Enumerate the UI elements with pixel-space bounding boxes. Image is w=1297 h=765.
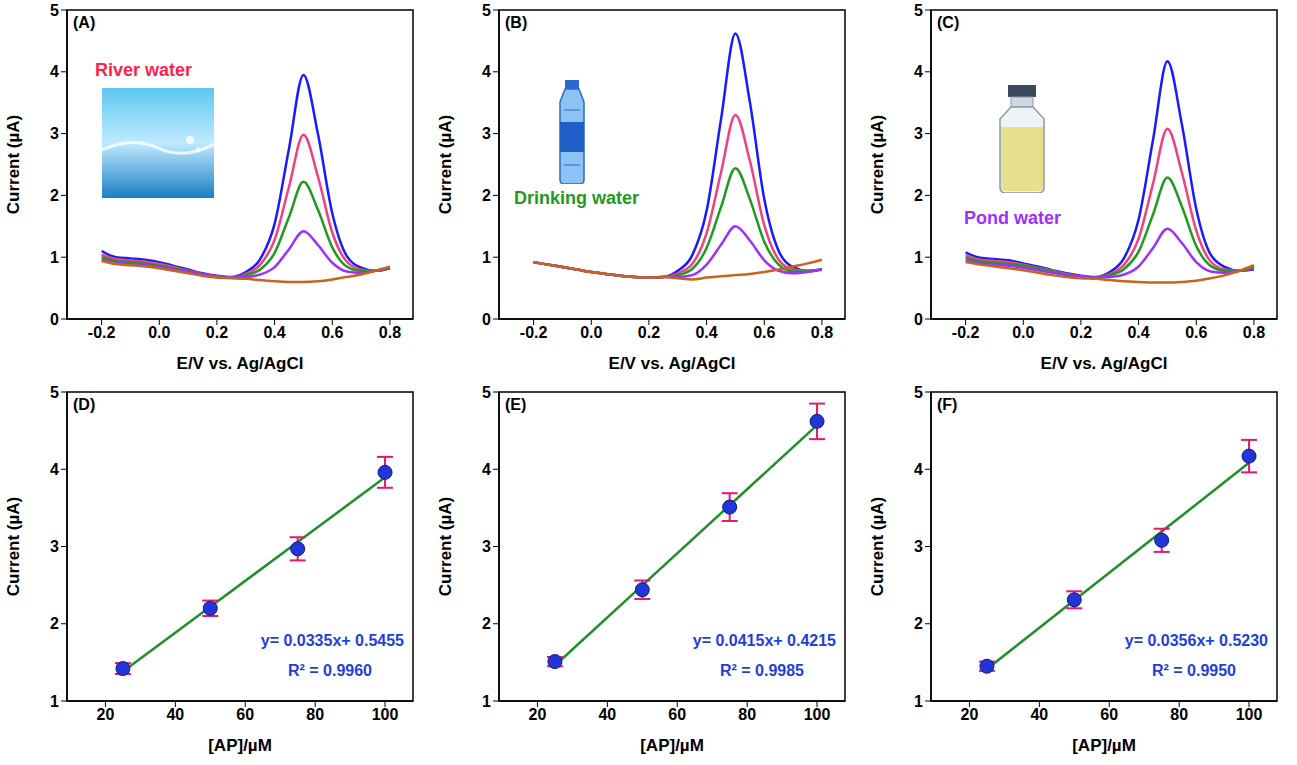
svg-text:20: 20 [97,706,115,723]
svg-text:0.6: 0.6 [1185,324,1207,341]
svg-text:0.6: 0.6 [753,324,775,341]
svg-text:80: 80 [1170,706,1188,723]
svg-text:-0.2: -0.2 [520,324,548,341]
svg-text:100: 100 [372,706,399,723]
html-text:(E): (E) [505,396,527,413]
svg-text:40: 40 [166,706,184,723]
svg-text:3: 3 [482,125,491,142]
html-text:(C): (C) [937,14,960,31]
svg-text:0.8: 0.8 [379,324,401,341]
svg-text:0.4: 0.4 [1127,324,1149,341]
svg-text:0.0: 0.0 [1012,324,1034,341]
svg-text:0.8: 0.8 [1243,324,1265,341]
svg-text:-0.2: -0.2 [88,324,116,341]
svg-text:0.6: 0.6 [321,324,343,341]
html-text:y= 0.0356x+ 0.5230: y= 0.0356x+ 0.5230 [1124,632,1268,649]
svg-text:3: 3 [50,538,59,555]
svg-text:E/V vs. Ag/AgCl: E/V vs. Ag/AgCl [609,354,736,373]
svg-text:0.4: 0.4 [695,324,717,341]
svg-text:100: 100 [1236,706,1263,723]
svg-text:2: 2 [482,615,491,632]
svg-text:3: 3 [914,538,923,555]
svg-text:Current (µA): Current (µA) [4,497,23,597]
svg-text:1: 1 [914,693,923,710]
svg-text:20: 20 [529,706,547,723]
svg-text:4: 4 [50,63,59,80]
svg-text:[AP]/µM: [AP]/µM [1072,736,1136,755]
svg-text:60: 60 [668,706,686,723]
svg-text:5: 5 [50,2,59,19]
html-text:Drinking water: Drinking water [514,188,639,208]
svg-text:0.2: 0.2 [206,324,228,341]
svg-text:2: 2 [914,615,923,632]
svg-text:2: 2 [50,615,59,632]
svg-text:0.0: 0.0 [580,324,602,341]
svg-text:5: 5 [482,384,491,401]
html-text:R² = 0.9950: R² = 0.9950 [1151,662,1236,679]
svg-text:20: 20 [961,706,979,723]
html-text:(F): (F) [937,396,958,413]
svg-text:4: 4 [50,461,59,478]
html-text:(B): (B) [505,14,528,31]
svg-text:Current (µA): Current (µA) [868,115,887,215]
svg-text:60: 60 [1100,706,1118,723]
svg-text:0.0: 0.0 [148,324,170,341]
svg-text:1: 1 [482,693,491,710]
svg-text:0: 0 [482,311,491,328]
html-text:R² = 0.9960: R² = 0.9960 [287,662,372,679]
svg-text:2: 2 [482,187,491,204]
svg-text:5: 5 [50,384,59,401]
svg-text:4: 4 [914,63,923,80]
svg-text:E/V vs. Ag/AgCl: E/V vs. Ag/AgCl [1041,354,1168,373]
svg-text:40: 40 [598,706,616,723]
svg-text:60: 60 [236,706,254,723]
svg-text:0: 0 [50,311,59,328]
html-text:River water: River water [95,60,193,80]
svg-text:80: 80 [738,706,756,723]
html-text:Pond water: Pond water [964,208,1061,228]
svg-text:1: 1 [482,249,491,266]
svg-text:5: 5 [482,2,491,19]
html-text:(D): (D) [73,396,96,413]
svg-text:E/V vs. Ag/AgCl: E/V vs. Ag/AgCl [177,354,304,373]
html-text:y= 0.0335x+ 0.5455: y= 0.0335x+ 0.5455 [260,632,404,649]
svg-text:4: 4 [914,461,923,478]
svg-text:1: 1 [50,249,59,266]
svg-text:40: 40 [1030,706,1048,723]
svg-text:1: 1 [50,693,59,710]
svg-text:[AP]/µM: [AP]/µM [208,736,272,755]
svg-text:0: 0 [914,311,923,328]
html-text:R² = 0.9985: R² = 0.9985 [719,662,804,679]
svg-text:4: 4 [482,461,491,478]
svg-text:3: 3 [50,125,59,142]
svg-text:Current (µA): Current (µA) [436,115,455,215]
svg-text:5: 5 [914,384,923,401]
svg-text:5: 5 [914,2,923,19]
svg-text:-0.2: -0.2 [952,324,980,341]
svg-text:0.4: 0.4 [263,324,285,341]
svg-text:4: 4 [482,63,491,80]
html-text:(A): (A) [73,14,96,31]
svg-text:Current (µA): Current (µA) [868,497,887,597]
svg-text:3: 3 [482,538,491,555]
svg-text:0.2: 0.2 [1070,324,1092,341]
svg-text:0.8: 0.8 [811,324,833,341]
svg-text:Current (µA): Current (µA) [4,115,23,215]
svg-text:0.2: 0.2 [638,324,660,341]
html-text:y= 0.0415x+ 0.4215: y= 0.0415x+ 0.4215 [692,632,836,649]
svg-text:2: 2 [914,187,923,204]
svg-text:100: 100 [804,706,831,723]
svg-text:[AP]/µM: [AP]/µM [640,736,704,755]
svg-text:80: 80 [306,706,324,723]
svg-text:1: 1 [914,249,923,266]
svg-text:Current (µA): Current (µA) [436,497,455,597]
svg-text:3: 3 [914,125,923,142]
svg-text:2: 2 [50,187,59,204]
